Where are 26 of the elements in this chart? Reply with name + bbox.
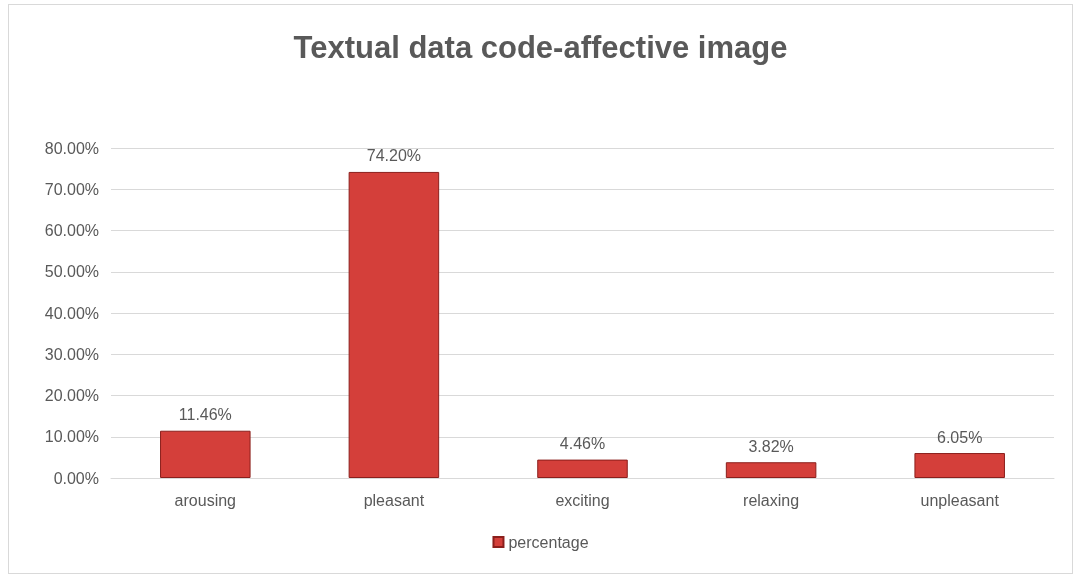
bar xyxy=(348,171,440,478)
data-label: 6.05% xyxy=(937,428,983,446)
bar xyxy=(160,430,251,478)
data-label: 3.82% xyxy=(748,437,794,455)
y-tick-label: 40.00% xyxy=(44,304,99,322)
y-tick-label: 60.00% xyxy=(44,222,99,239)
data-label: 11.46% xyxy=(178,406,232,424)
y-tick-label: 70.00% xyxy=(44,180,99,198)
data-label: 4.46% xyxy=(559,435,606,453)
y-tick-label: 80.00% xyxy=(44,139,99,157)
data-label: 74.20% xyxy=(366,147,422,165)
y-tick-label: 0.00% xyxy=(53,469,99,487)
x-tick-label: unpleasant xyxy=(920,491,1000,509)
x-tick-label: relaxing xyxy=(743,491,800,509)
bar xyxy=(914,453,1005,478)
y-tick-label: 10.00% xyxy=(44,428,99,446)
y-tick-label: 20.00% xyxy=(44,387,99,404)
bar xyxy=(537,459,628,478)
chart-title: Textual data code-affective image xyxy=(293,30,788,65)
x-tick-label: arousing xyxy=(174,491,236,509)
legend-label: percentage xyxy=(508,533,589,551)
x-tick-label: pleasant xyxy=(363,491,425,509)
y-tick-label: 30.00% xyxy=(44,345,99,363)
y-tick-label: 50.00% xyxy=(44,263,99,281)
bar xyxy=(725,462,817,478)
x-tick-label: exciting xyxy=(555,491,610,509)
